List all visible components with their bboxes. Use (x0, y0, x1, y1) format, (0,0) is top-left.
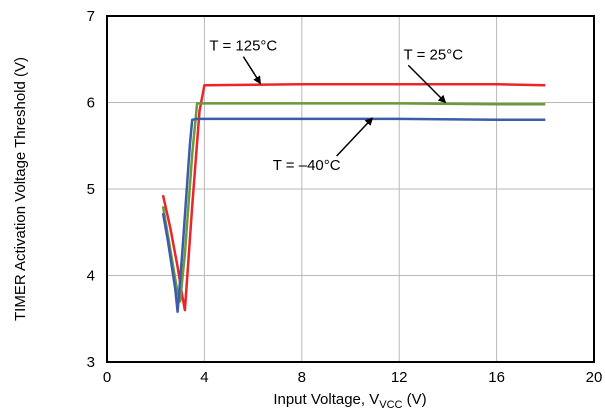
annotation-arrow (407, 64, 447, 104)
annotations: T = 125°C T = 25°C T = –40°C (209, 38, 463, 174)
annotation-label: T = –40°C (273, 157, 341, 174)
y-tick-label: 7 (87, 8, 95, 25)
x-tick-label: 8 (298, 369, 306, 386)
series-line-2 (161, 102, 546, 303)
y-axis-label: TIMER Activation Voltage Threshold (V) (12, 57, 29, 321)
plot-frame (106, 15, 595, 363)
y-tick-label: 4 (87, 268, 95, 285)
x-axis-label: Input Voltage, VVCC (V) (273, 391, 426, 410)
series-group (161, 83, 546, 314)
y-tick-label: 6 (87, 95, 95, 112)
x-tick-label: 0 (103, 369, 111, 386)
annotation-label: T = 25°C (404, 46, 464, 63)
x-tick-label: 4 (200, 369, 208, 386)
x-tick-label: 16 (488, 369, 505, 386)
x-tick-labels: 0 4 8 12 16 20 (103, 369, 603, 386)
series-line-3 (161, 117, 546, 314)
grid (107, 16, 594, 362)
y-tick-labels: 3 4 5 6 7 (87, 8, 95, 371)
y-tick-label: 3 (87, 354, 95, 371)
x-tick-label: 12 (391, 369, 408, 386)
annotation-arrow (242, 56, 262, 85)
annotation-arrow (336, 117, 374, 157)
series-line-1 (161, 83, 546, 312)
y-tick-label: 5 (87, 181, 95, 198)
x-tick-label: 20 (586, 369, 603, 386)
annotation-label: T = 125°C (209, 38, 277, 55)
